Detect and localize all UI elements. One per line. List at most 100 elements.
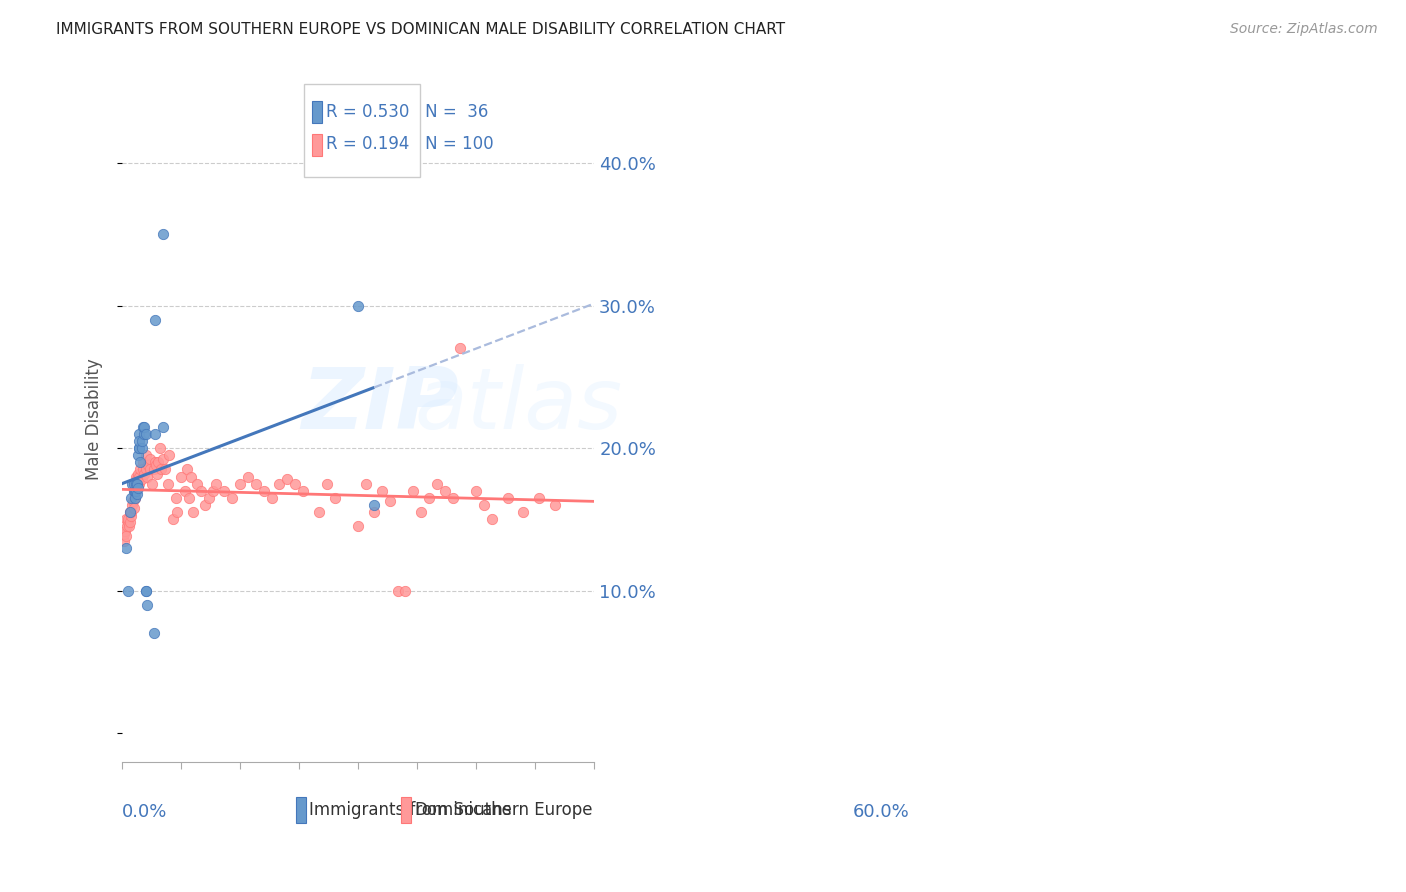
Point [135, 462, 157, 476]
Point [127, 476, 149, 491]
Text: Dominicans: Dominicans [413, 801, 512, 819]
Point [122, 483, 145, 498]
Point [411, 505, 433, 519]
Point [129, 462, 152, 476]
Point [115, 519, 138, 533]
Point [426, 476, 449, 491]
Point [142, 462, 165, 476]
FancyBboxPatch shape [312, 134, 322, 156]
Point [125, 476, 148, 491]
Point [176, 462, 198, 476]
Point [165, 491, 187, 505]
Point [124, 491, 146, 505]
Text: ZIP: ZIP [301, 364, 460, 448]
Point [260, 491, 283, 505]
Point [125, 476, 148, 491]
Point [132, 426, 155, 441]
Point [112, 533, 135, 548]
Point [131, 419, 153, 434]
Point [347, 519, 370, 533]
Point [433, 483, 456, 498]
Point [323, 491, 346, 505]
Point [118, 519, 141, 533]
Point [128, 469, 150, 483]
Point [131, 472, 153, 486]
Point [128, 476, 150, 491]
Point [308, 505, 330, 519]
Point [269, 476, 291, 491]
Point [143, 312, 166, 326]
Point [481, 512, 503, 526]
Point [114, 524, 136, 538]
Point [122, 476, 145, 491]
Point [201, 483, 224, 498]
Point [363, 505, 385, 519]
Point [496, 491, 519, 505]
Point [131, 434, 153, 448]
Point [127, 448, 149, 462]
Point [472, 498, 495, 512]
Point [418, 491, 440, 505]
Point [387, 583, 409, 598]
Point [141, 476, 163, 491]
Point [170, 469, 193, 483]
Point [117, 512, 139, 526]
Text: R = 0.530   N =  36: R = 0.530 N = 36 [326, 103, 488, 120]
Point [124, 476, 146, 491]
Point [118, 505, 141, 519]
Point [135, 426, 157, 441]
Y-axis label: Male Disability: Male Disability [86, 359, 103, 481]
Point [122, 483, 145, 498]
Point [145, 458, 167, 472]
Point [136, 598, 159, 612]
Point [115, 512, 138, 526]
Point [197, 491, 219, 505]
Point [122, 500, 145, 515]
Point [292, 483, 315, 498]
Point [131, 455, 153, 469]
Point [157, 448, 180, 462]
Point [394, 583, 416, 598]
Point [135, 583, 157, 598]
Point [148, 455, 170, 469]
Point [121, 505, 143, 519]
Point [115, 529, 138, 543]
Point [527, 491, 550, 505]
Point [363, 498, 385, 512]
Point [127, 467, 149, 481]
Point [156, 476, 179, 491]
Point [166, 505, 188, 519]
Point [112, 526, 135, 541]
FancyBboxPatch shape [295, 797, 307, 823]
Point [118, 515, 141, 529]
Point [118, 505, 141, 519]
Point [146, 467, 169, 481]
Point [124, 486, 146, 500]
Point [132, 419, 155, 434]
Point [125, 469, 148, 483]
Text: Source: ZipAtlas.com: Source: ZipAtlas.com [1230, 22, 1378, 37]
Point [152, 227, 174, 242]
Point [152, 452, 174, 467]
Point [139, 452, 162, 467]
Point [450, 341, 472, 355]
Point [117, 515, 139, 529]
Point [125, 486, 148, 500]
Text: atlas: atlas [415, 364, 623, 448]
Point [236, 469, 259, 483]
Point [125, 472, 148, 486]
Point [253, 483, 276, 498]
Point [121, 476, 143, 491]
Point [181, 505, 204, 519]
Point [121, 491, 143, 505]
Point [135, 448, 157, 462]
Point [155, 462, 177, 476]
Point [465, 483, 488, 498]
Point [120, 509, 142, 524]
Point [142, 626, 165, 640]
Point [162, 512, 184, 526]
Point [117, 583, 139, 598]
Point [143, 426, 166, 441]
Point [221, 491, 243, 505]
Point [152, 419, 174, 434]
